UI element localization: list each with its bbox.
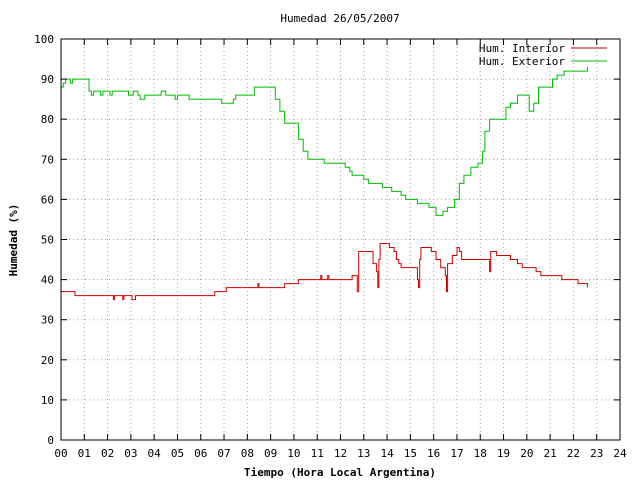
x-tick-label: 03 [124, 447, 137, 460]
series-line-interior [61, 243, 588, 301]
y-tick-label: 40 [41, 274, 54, 287]
y-tick-label: 70 [41, 153, 54, 166]
y-tick-label: 90 [41, 73, 54, 86]
x-tick-label: 18 [474, 447, 487, 460]
x-tick-label: 22 [567, 447, 580, 460]
x-tick-label: 14 [380, 447, 394, 460]
x-tick-label: 05 [171, 447, 184, 460]
series-line-exterior [61, 67, 588, 216]
series-lines [61, 67, 588, 301]
x-tick-label: 19 [497, 447, 510, 460]
grid-lines [61, 39, 620, 440]
y-tick-label: 50 [41, 234, 54, 247]
plot-border [60, 38, 621, 441]
x-tick-label: 04 [148, 447, 162, 460]
x-tick-label: 00 [54, 447, 67, 460]
x-tick-label: 09 [264, 447, 277, 460]
x-tick-label: 08 [241, 447, 254, 460]
legend-label: Hum. Exterior [479, 55, 565, 68]
x-tick-label: 13 [357, 447, 370, 460]
x-tick-label: 23 [590, 447, 603, 460]
x-tick-label: 21 [544, 447, 557, 460]
legend-label: Hum. Interior [479, 42, 565, 55]
x-tick-label: 16 [427, 447, 440, 460]
axes [60, 38, 621, 441]
x-tick-label: 06 [194, 447, 207, 460]
x-tick-label: 02 [101, 447, 114, 460]
x-axis-label: Tiempo (Hora Local Argentina) [244, 466, 436, 479]
x-tick-label: 15 [404, 447, 417, 460]
y-axis-label: Humedad (%) [7, 204, 20, 277]
tick-labels: 0 10 20 30 40 50 60 70 80 90 100 00 01 02 03 04 05 06 07 08… [34, 33, 627, 460]
y-tick-label: 80 [41, 113, 54, 126]
y-tick-label: 60 [41, 193, 54, 206]
x-tick-label: 20 [520, 447, 533, 460]
y-tick-label: 0 [47, 434, 54, 447]
y-tick-label: 100 [34, 33, 54, 46]
x-tick-label: 01 [78, 447, 91, 460]
chart-title: Humedad 26/05/2007 [280, 12, 399, 25]
y-tick-label: 20 [41, 354, 54, 367]
y-tick-label: 30 [41, 314, 54, 327]
x-tick-label: 10 [287, 447, 300, 460]
x-tick-label: 11 [311, 447, 324, 460]
x-tick-label: 24 [613, 447, 627, 460]
x-tick-label: 17 [450, 447, 463, 460]
x-tick-label: 07 [217, 447, 230, 460]
x-tick-label: 12 [334, 447, 347, 460]
y-tick-label: 10 [41, 394, 54, 407]
